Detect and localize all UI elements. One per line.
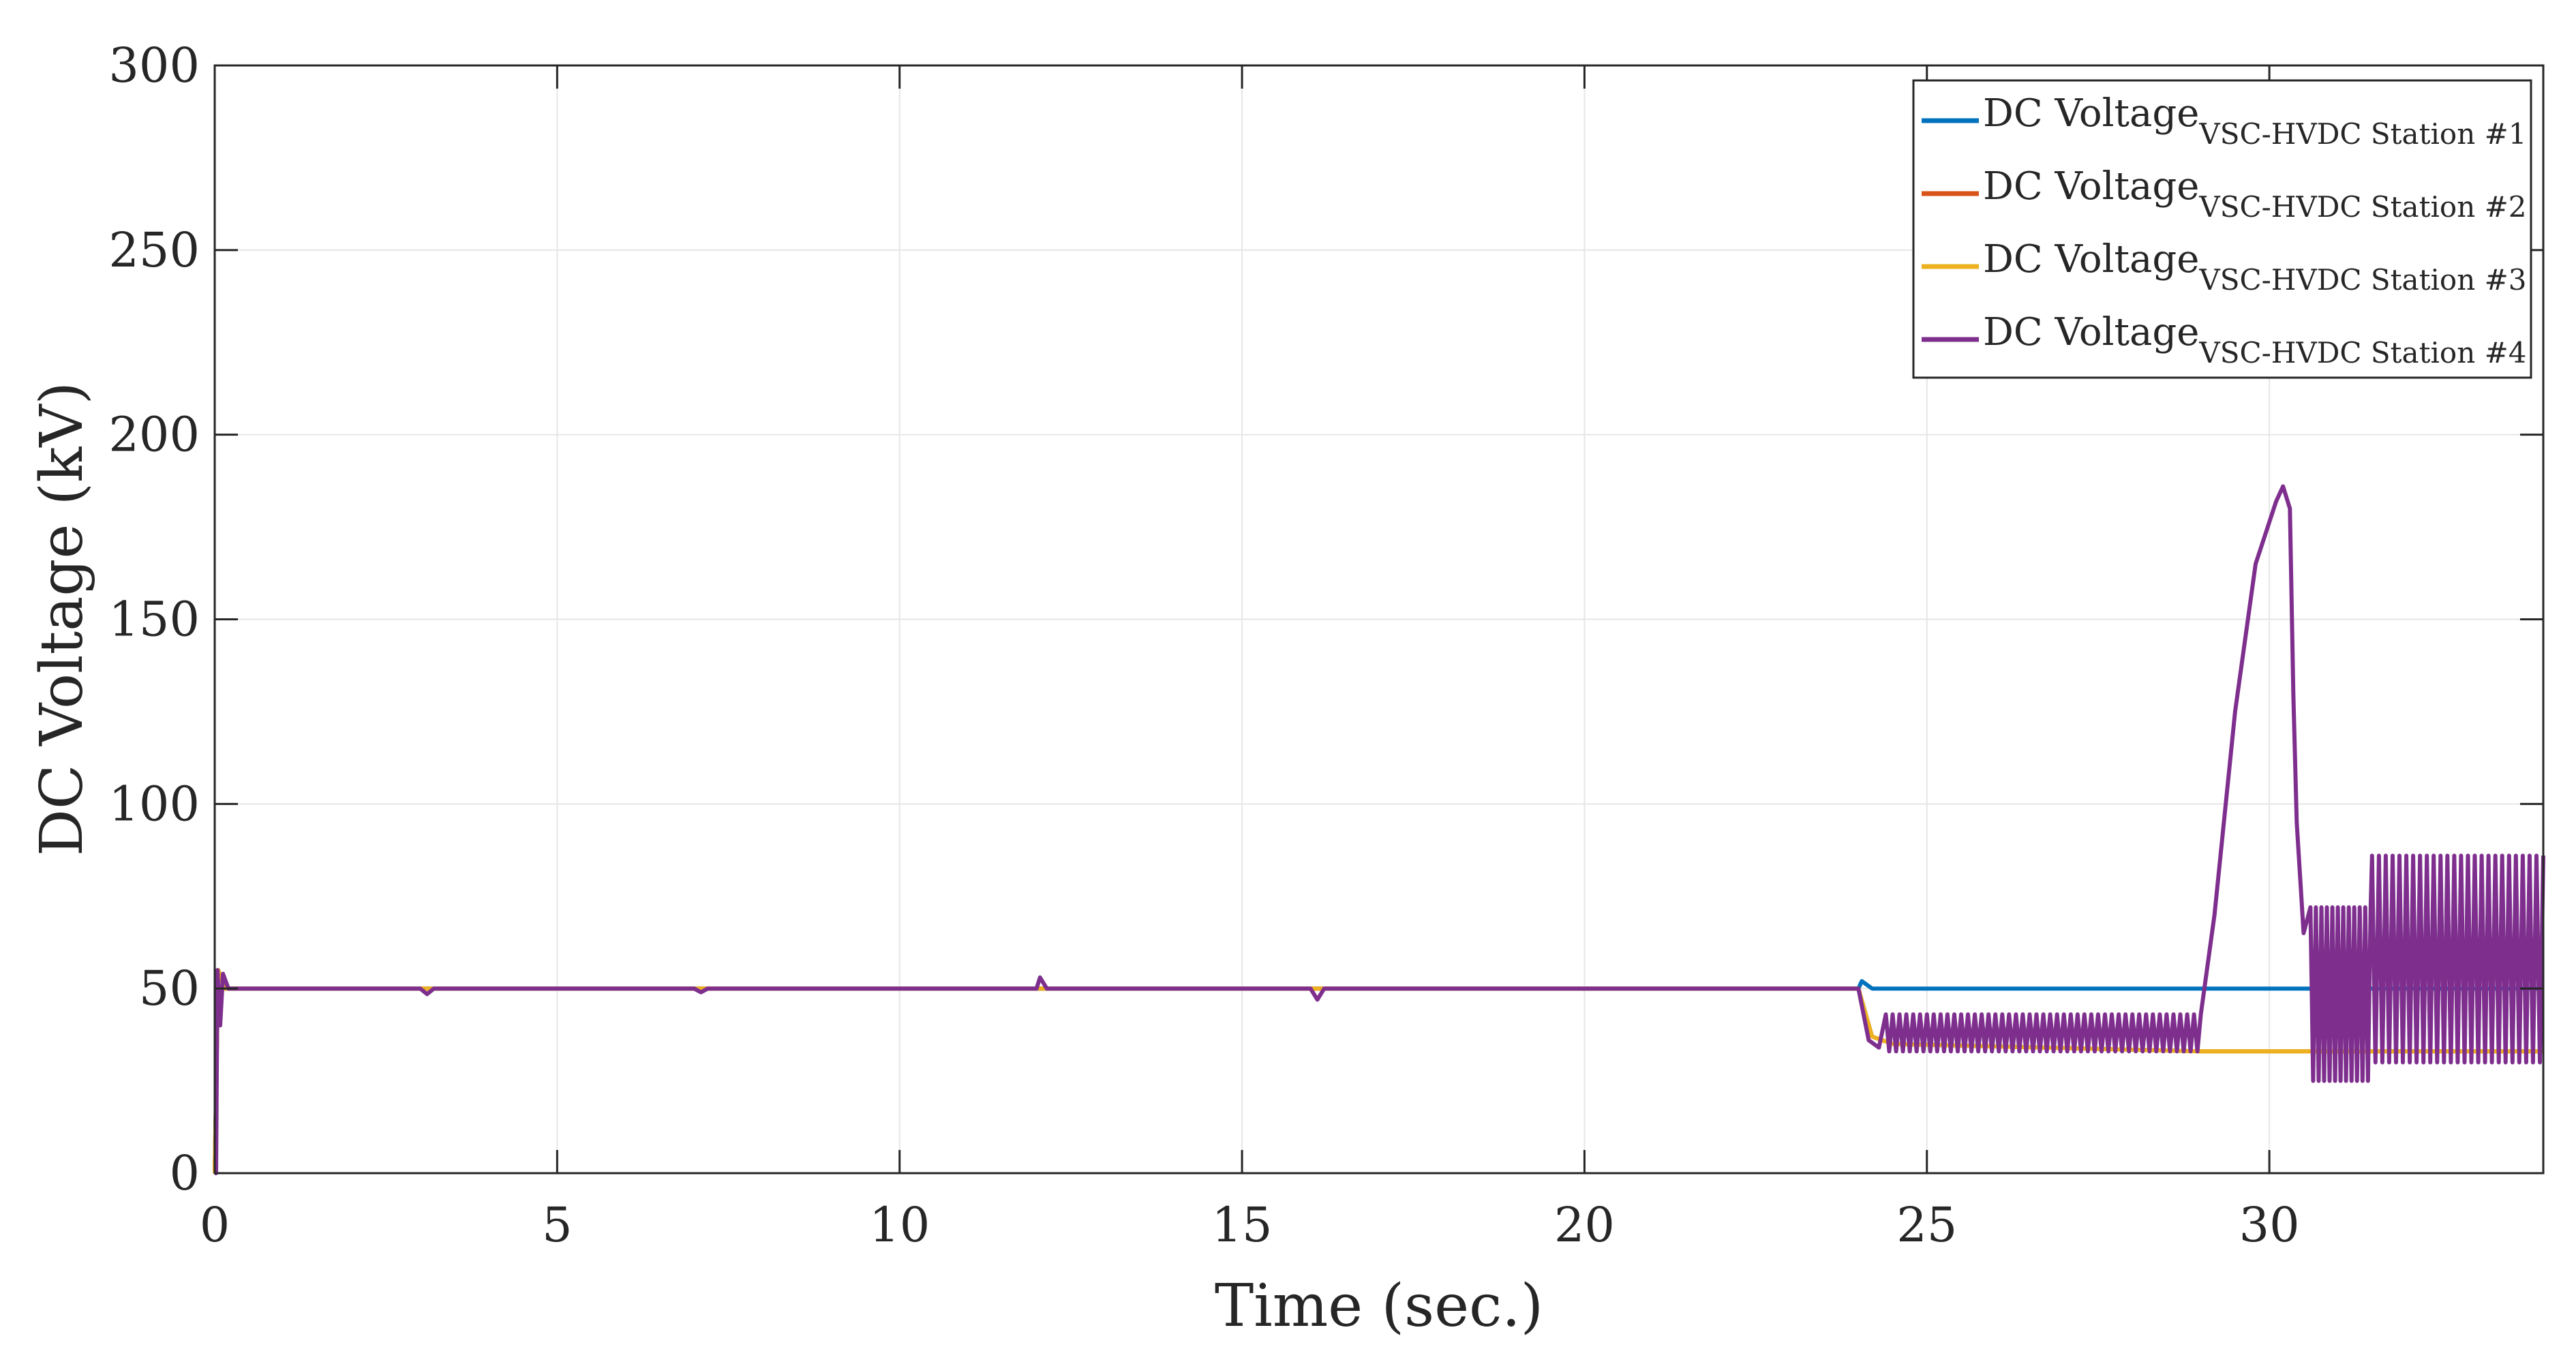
x-tick-label: 0 [200,1197,230,1253]
x-axis-title: Time (sec.) [1215,1272,1543,1340]
legend: DC VoltageVSC-HVDC Station #1DC VoltageV… [1912,79,2532,379]
legend-entry-subscript: VSC-HVDC Station #1 [2198,117,2526,151]
x-tick-label: 10 [869,1197,930,1253]
y-tick-label: 150 [108,592,200,648]
legend-entry-main-text: DC Voltage [1983,237,2199,282]
legend-entry-main-text: DC Voltage [1983,91,2199,136]
legend-entry-subscript: VSC-HVDC Station #2 [2198,190,2526,224]
y-tick-label: 300 [108,37,200,93]
y-tick-label: 50 [139,960,200,1016]
legend-entry-2: DC VoltageVSC-HVDC Station #2 [1983,164,2527,224]
series-lines [213,484,2545,1175]
y-axis-title: DC Voltage (kV) [28,382,96,856]
y-tick-label: 100 [108,776,200,832]
legend-entry-main-text: DC Voltage [1983,310,2199,354]
x-tick-label: 30 [2239,1197,2300,1253]
y-tick-label: 250 [108,222,200,278]
y-tick-label: 200 [108,407,200,463]
legend-entry-3: DC VoltageVSC-HVDC Station #3 [1983,237,2527,297]
x-tick-label: 15 [1212,1197,1273,1253]
legend-entry-4: DC VoltageVSC-HVDC Station #4 [1983,310,2527,369]
series-line-4 [214,484,2545,1175]
x-tick-label: 5 [542,1197,573,1253]
legend-entry-subscript: VSC-HVDC Station #3 [2198,263,2526,297]
legend-entry-1: DC VoltageVSC-HVDC Station #1 [1983,91,2527,151]
legend-entry-main-text: DC Voltage [1983,164,2199,209]
y-tick-label: 0 [169,1145,200,1201]
legend-entry-subscript: VSC-HVDC Station #4 [2198,336,2526,369]
legend-box [1912,79,2532,379]
x-tick-label: 25 [1896,1197,1957,1253]
x-tick-label: 20 [1554,1197,1615,1253]
